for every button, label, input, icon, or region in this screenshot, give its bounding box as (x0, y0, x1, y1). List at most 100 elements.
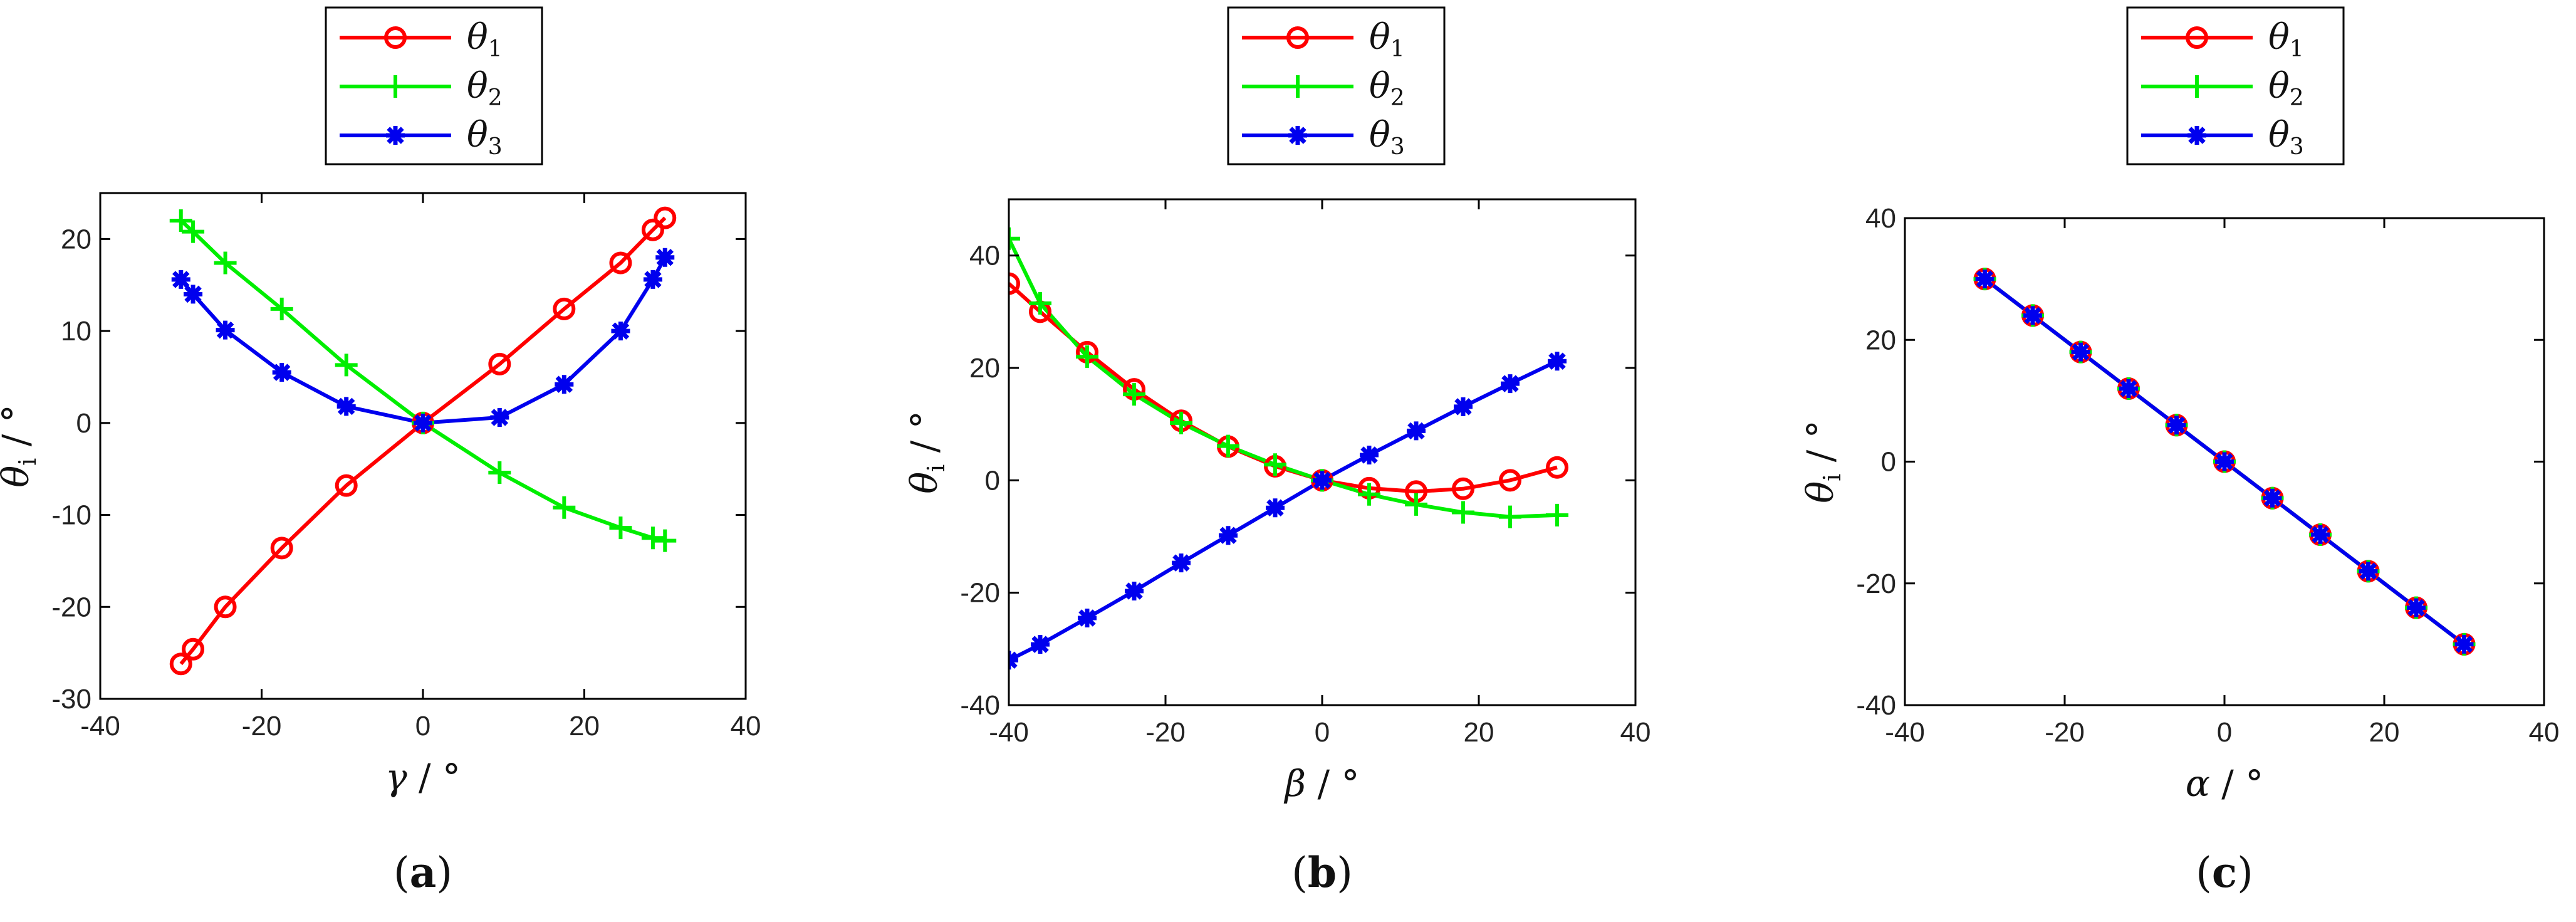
data-point-theta2 (1405, 493, 1427, 516)
data-point-theta2 (1358, 483, 1380, 506)
legend-label-theta1: θ1 (2268, 17, 2304, 62)
y-tick-label: -10 (51, 500, 91, 531)
legend-label-theta2: θ2 (1369, 66, 1405, 111)
data-point-theta1 (488, 352, 511, 375)
x-axis-label: γ / ° (385, 756, 461, 799)
legend-label-theta2: θ2 (2268, 66, 2304, 111)
y-tick-label: -40 (960, 690, 1000, 721)
plot-area (1973, 268, 2476, 656)
data-point-theta1 (1009, 272, 1020, 295)
data-point-theta2 (1170, 411, 1192, 434)
x-tick-label: -20 (1145, 717, 1186, 748)
data-point-theta1 (609, 251, 632, 275)
data-point-theta3 (2263, 488, 2282, 508)
axes-box (99, 192, 747, 700)
data-point-theta2 (1264, 453, 1286, 476)
data-point-theta1 (1452, 477, 1474, 500)
plot-area (169, 206, 677, 676)
legend-label-theta3: θ3 (467, 115, 503, 160)
data-point-theta3 (655, 248, 675, 267)
panel-caption: (b) (1291, 848, 1353, 897)
x-tick-label: 0 (1315, 717, 1330, 748)
data-point-theta2 (553, 496, 576, 519)
x-axis-label: α / ° (2186, 762, 2264, 805)
legend-label-theta1: θ1 (467, 17, 503, 62)
x-tick-label: 40 (2529, 717, 2560, 748)
data-point-theta3 (216, 320, 235, 340)
data-point-theta2 (169, 209, 192, 233)
data-point-theta2 (1217, 434, 1239, 458)
data-point-theta3 (2407, 598, 2426, 617)
y-axis-label: θi / ° (1799, 420, 1846, 503)
data-point-theta3 (611, 322, 630, 341)
data-point-theta2 (609, 516, 632, 540)
y-tick-label: 0 (1881, 447, 1896, 478)
data-point-theta3 (555, 375, 574, 394)
data-point-theta3 (1501, 374, 1520, 394)
data-point-theta3 (2071, 342, 2090, 362)
data-point-theta1 (214, 595, 237, 619)
data-point-theta1 (335, 474, 358, 497)
data-point-theta3 (336, 397, 356, 416)
y-tick-label: 40 (1865, 203, 1896, 234)
data-point-theta1 (1499, 469, 1521, 492)
x-tick-label: -20 (2045, 717, 2085, 748)
data-point-theta3 (1407, 421, 1426, 441)
legend-marker-theta3 (2188, 126, 2206, 145)
data-point-theta3 (1360, 445, 1379, 464)
data-point-theta2 (488, 461, 511, 485)
data-point-theta3 (2454, 634, 2474, 654)
data-point-theta2 (270, 297, 293, 320)
y-tick-label: -20 (51, 592, 91, 622)
data-point-theta3 (1313, 471, 1332, 490)
legend-marker-theta2 (2186, 75, 2208, 98)
data-point-theta2 (641, 526, 664, 550)
legend-marker-theta1 (2186, 26, 2208, 49)
series-line-theta2 (1009, 238, 1558, 519)
data-point-theta3 (2215, 452, 2234, 471)
data-point-theta3 (1125, 581, 1144, 600)
y-tick-label: -30 (51, 684, 91, 715)
data-point-theta3 (2359, 562, 2378, 581)
data-point-theta3 (2167, 416, 2186, 435)
data-point-theta3 (171, 270, 190, 289)
data-point-theta3 (1975, 270, 1995, 289)
y-tick-label: 0 (985, 465, 1000, 496)
legend-marker-theta1 (1286, 26, 1309, 49)
y-tick-label: 40 (969, 241, 1000, 271)
axes-box (1008, 198, 1637, 706)
y-tick-label: -20 (1856, 568, 1896, 599)
legend-marker-theta2 (1286, 75, 1309, 98)
legend-marker-theta2 (384, 75, 407, 98)
data-point-theta2 (1546, 503, 1568, 526)
chart-panel-a: -40 -20 0 20 40 -30 -20 -10 0 10 20 γ / ° θi / ° θ1θ2… (0, 6, 761, 897)
x-tick-label: 40 (1620, 717, 1651, 748)
data-point-theta1 (1546, 456, 1568, 479)
x-tick-label: 0 (415, 711, 430, 741)
y-tick-label: 0 (76, 408, 91, 439)
data-point-theta1 (169, 652, 192, 676)
data-point-theta2 (1123, 383, 1145, 406)
series-line-theta2 (179, 219, 665, 543)
legend-marker-theta3 (1288, 126, 1307, 145)
data-point-theta1 (553, 297, 576, 320)
panel-caption: (a) (394, 848, 452, 897)
legend-marker-theta3 (386, 126, 405, 145)
data-point-theta2 (1029, 291, 1051, 315)
data-point-theta3 (1219, 526, 1238, 545)
data-point-theta3 (1548, 352, 1567, 371)
data-point-theta2 (1452, 501, 1474, 524)
data-point-theta2 (182, 220, 205, 243)
data-point-theta2 (214, 251, 237, 275)
data-point-theta2 (1076, 345, 1098, 369)
legend-label-theta2: θ2 (467, 66, 503, 111)
y-tick-label: 20 (969, 353, 1000, 384)
data-point-theta2 (1009, 227, 1020, 250)
data-point-theta3 (2023, 306, 2042, 325)
data-point-theta3 (490, 408, 509, 427)
y-tick-label: -20 (960, 578, 1000, 609)
data-point-theta2 (654, 529, 677, 552)
y-tick-label: 20 (61, 224, 91, 254)
